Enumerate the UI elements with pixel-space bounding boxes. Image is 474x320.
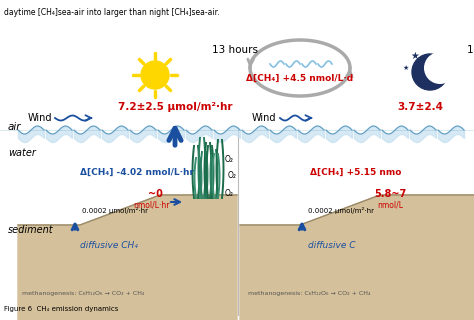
Text: O₂: O₂ [225,189,234,198]
Circle shape [141,61,169,89]
Polygon shape [18,195,237,320]
Text: diffusive C: diffusive C [308,241,356,250]
Text: methanogenesis: C₆H₁₂O₆ → CO₂ + CH₄: methanogenesis: C₆H₁₂O₆ → CO₂ + CH₄ [248,291,371,296]
Text: 0.0002 μmol/m²·hr: 0.0002 μmol/m²·hr [82,207,148,214]
Text: ★: ★ [410,51,419,61]
Text: ★: ★ [403,65,409,71]
Text: ~0: ~0 [147,189,163,199]
Circle shape [425,53,456,83]
Text: 3.7±2.4: 3.7±2.4 [397,102,443,112]
Text: Figure 6  CH₄ emission dynamics: Figure 6 CH₄ emission dynamics [4,306,118,312]
Text: Δ[CH₄] +5.15 nmo: Δ[CH₄] +5.15 nmo [310,168,401,177]
Text: methanogenesis: C₆H₁₂O₆ → CO₂ + CH₄: methanogenesis: C₆H₁₂O₆ → CO₂ + CH₄ [22,291,145,296]
Text: Wind: Wind [28,113,53,123]
Text: nmol/L: nmol/L [377,200,403,209]
Text: •: • [415,71,421,81]
Text: 5.8~7: 5.8~7 [374,189,406,199]
Text: Wind: Wind [252,113,276,123]
Text: O₂: O₂ [225,155,234,164]
Text: Δ[CH₄] +4.5 nmol/L·d: Δ[CH₄] +4.5 nmol/L·d [246,74,354,83]
Circle shape [412,54,448,90]
Text: 0.0002 μmol/m²·hr: 0.0002 μmol/m²·hr [308,207,374,214]
Text: 11 h: 11 h [467,45,474,55]
Polygon shape [240,195,474,320]
Text: air: air [8,122,21,132]
Text: sediment: sediment [8,225,54,235]
Text: 7.2±2.5 μmol/m²·hr: 7.2±2.5 μmol/m²·hr [118,102,232,112]
Text: diffusive CH₄: diffusive CH₄ [80,241,138,250]
Text: daytime [CH₄]sea-air into larger than night [CH₄]sea-air.: daytime [CH₄]sea-air into larger than ni… [4,8,219,17]
Text: 13 hours: 13 hours [212,45,258,55]
Text: water: water [8,148,36,158]
Text: nmol/L·hr: nmol/L·hr [134,200,170,209]
Text: Δ[CH₄] -4.02 nmol/L·hr: Δ[CH₄] -4.02 nmol/L·hr [80,168,194,177]
Text: O₂: O₂ [228,171,237,180]
